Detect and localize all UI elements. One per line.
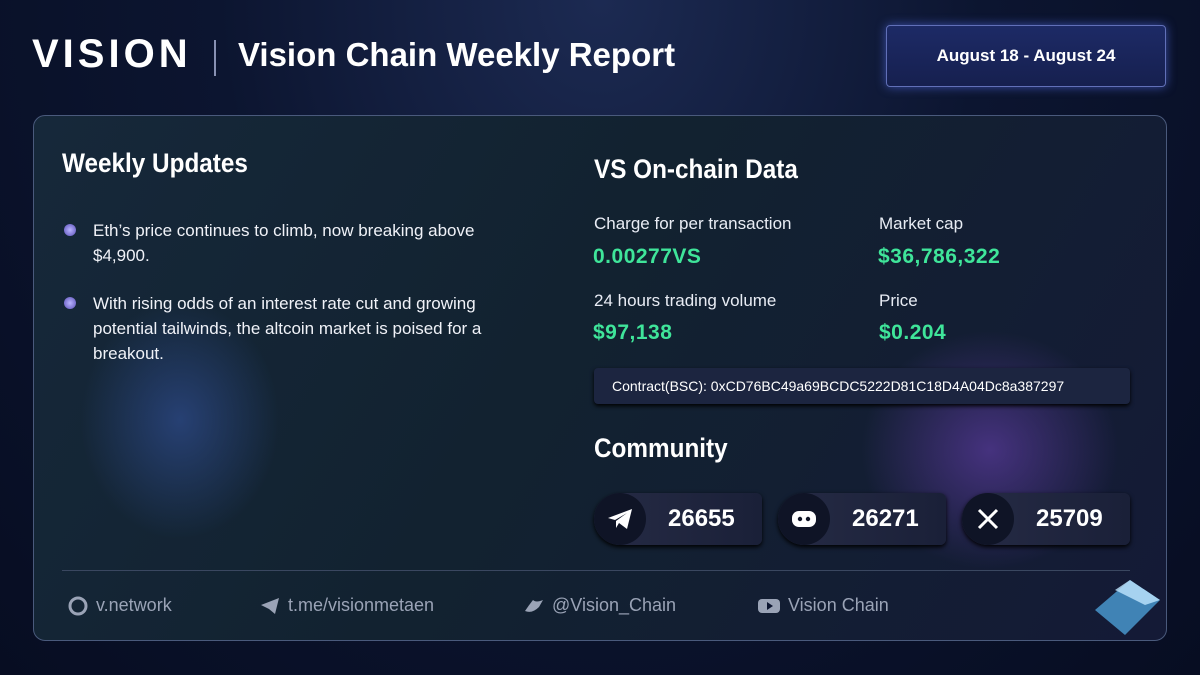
- metric-value: 0.00277VS: [593, 245, 702, 268]
- discord-icon: [778, 493, 830, 545]
- brand: VISION: [32, 32, 192, 76]
- heading: Community: [594, 433, 728, 463]
- telegram-icon: [594, 493, 646, 545]
- footer-link[interactable]: v.network: [68, 595, 172, 616]
- metric-value: $0.204: [879, 321, 947, 344]
- heading: Weekly Updates: [62, 148, 248, 178]
- metric-label: 24 hours trading volume: [594, 291, 777, 310]
- community-pill: 25709: [962, 493, 1130, 545]
- community-pill: 26271: [778, 493, 946, 545]
- count: 25709: [1036, 505, 1103, 532]
- link-text: @Vision_Chain: [552, 595, 677, 615]
- bullet: [64, 297, 76, 309]
- metric-label: Market cap: [879, 214, 964, 233]
- crystal-decoration: [1095, 580, 1160, 635]
- metric-value: $97,138: [593, 321, 673, 344]
- link-text: Vision Chain: [788, 595, 889, 615]
- bullet: [64, 224, 76, 236]
- title: Vision Chain Weekly Report: [238, 36, 676, 73]
- metric-label: Charge for per transaction: [594, 214, 792, 233]
- link-text: t.me/visionmetaen: [288, 595, 435, 615]
- metric-value: $36,786,322: [878, 245, 1001, 268]
- separator: [62, 570, 1130, 571]
- x-icon: [962, 493, 1014, 545]
- icon: [261, 597, 279, 614]
- contract: Contract(BSC): 0xCD76BC49a69BCDC5222D81C…: [594, 368, 1130, 404]
- footer-link[interactable]: @Vision_Chain: [524, 595, 676, 616]
- update-item: Eth’s price continues to climb, now brea…: [93, 221, 475, 265]
- count: 26655: [668, 505, 735, 532]
- footer-link[interactable]: Vision Chain: [758, 595, 889, 616]
- divider: [214, 40, 216, 76]
- glow: [80, 300, 280, 540]
- date-range: August 18 - August 24: [886, 25, 1166, 87]
- count: 26271: [852, 505, 919, 532]
- icon: [525, 599, 543, 612]
- icon: [68, 596, 88, 615]
- link-text: v.network: [96, 595, 172, 615]
- heading: VS On-chain Data: [594, 154, 798, 184]
- icon: [758, 598, 780, 613]
- metric-label: Price: [879, 291, 918, 310]
- community-pill: 26655: [594, 493, 762, 545]
- update-item: With rising odds of an interest rate cut…: [93, 294, 482, 363]
- footer-link[interactable]: t.me/visionmetaen: [260, 595, 434, 616]
